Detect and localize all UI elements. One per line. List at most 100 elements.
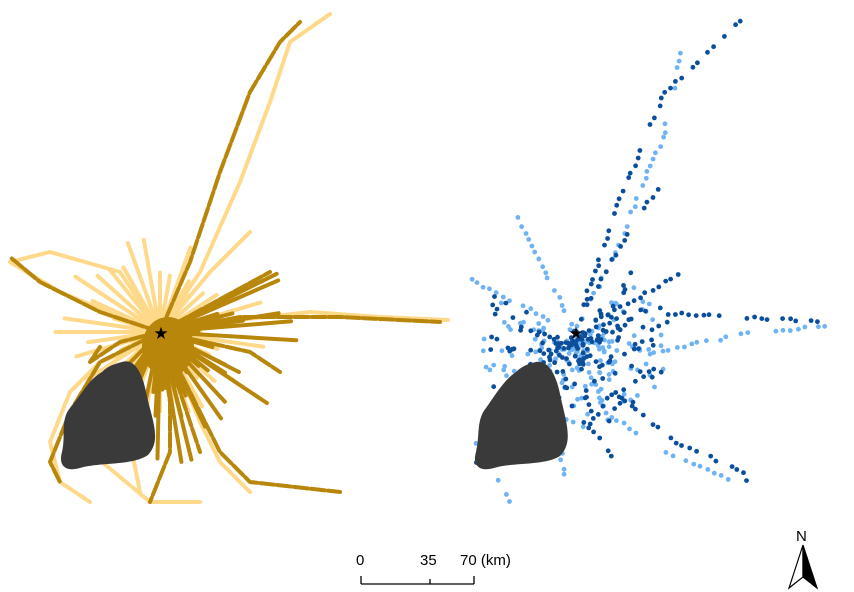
right-light-point bbox=[600, 345, 606, 350]
right-dark-point bbox=[655, 187, 661, 192]
right-dark-point bbox=[620, 188, 626, 194]
right-dark-point bbox=[596, 257, 601, 263]
right-light-point bbox=[561, 308, 567, 314]
right-dark-point bbox=[582, 395, 588, 401]
right-light-point bbox=[631, 285, 637, 291]
right-dark-point bbox=[650, 195, 656, 200]
left-light-track bbox=[121, 265, 162, 334]
right-dark-point bbox=[695, 60, 700, 66]
right-dark-point bbox=[650, 422, 656, 427]
right-dark-point bbox=[780, 316, 785, 321]
right-dark-point bbox=[600, 403, 606, 409]
right-dark-point bbox=[604, 395, 610, 401]
right-map-panel: ★ bbox=[469, 18, 828, 504]
right-light-point bbox=[493, 290, 499, 295]
right-light-point bbox=[780, 327, 786, 333]
left-light-track bbox=[125, 241, 162, 334]
right-dark-point bbox=[808, 318, 814, 323]
right-dark-point bbox=[619, 395, 625, 401]
right-dark-point bbox=[629, 403, 635, 409]
right-light-point bbox=[650, 156, 656, 162]
right-light-point bbox=[597, 370, 603, 376]
right-dark-point bbox=[606, 418, 612, 424]
right-dark-point bbox=[588, 295, 594, 301]
right-dark-point bbox=[573, 329, 579, 334]
right-dark-point bbox=[614, 202, 620, 208]
right-dark-point bbox=[639, 339, 645, 344]
right-dark-point bbox=[588, 408, 594, 414]
right-dark-point bbox=[590, 277, 595, 282]
right-dark-point bbox=[711, 44, 716, 50]
right-dark-point bbox=[668, 85, 673, 91]
right-dark-point bbox=[693, 313, 699, 318]
right-light-point bbox=[526, 237, 532, 242]
right-dark-point bbox=[630, 399, 636, 405]
right-dark-point bbox=[569, 403, 575, 409]
right-light-point bbox=[515, 215, 521, 220]
right-light-point bbox=[598, 386, 604, 392]
right-dark-point bbox=[592, 378, 597, 384]
right-dark-point bbox=[627, 170, 633, 176]
right-light-point bbox=[533, 311, 539, 317]
right-dark-point bbox=[687, 445, 693, 451]
right-dark-point bbox=[609, 257, 615, 262]
right-light-point bbox=[694, 339, 700, 345]
right-light-point bbox=[495, 477, 501, 483]
right-dark-point bbox=[601, 322, 606, 328]
right-light-point bbox=[480, 348, 486, 354]
right-light-point bbox=[525, 351, 531, 357]
right-dark-point bbox=[617, 400, 623, 406]
right-light-point bbox=[796, 326, 801, 332]
right-light-point bbox=[536, 256, 542, 262]
right-dark-point bbox=[643, 308, 648, 314]
right-dark-point bbox=[491, 384, 497, 390]
right-dark-point bbox=[563, 376, 569, 382]
right-dark-point bbox=[524, 309, 529, 315]
right-dark-point bbox=[579, 366, 584, 372]
right-dark-point bbox=[605, 448, 611, 454]
right-dark-point bbox=[598, 276, 604, 282]
right-dark-point bbox=[722, 34, 727, 39]
right-light-point bbox=[665, 348, 671, 353]
right-light-point bbox=[705, 467, 711, 472]
right-light-point bbox=[487, 286, 492, 292]
right-dark-point bbox=[609, 392, 615, 398]
right-dark-point bbox=[658, 369, 664, 375]
right-dark-point bbox=[621, 283, 626, 288]
right-dark-point bbox=[510, 315, 516, 320]
right-dark-point bbox=[650, 288, 656, 293]
right-light-point bbox=[569, 321, 575, 327]
right-dark-point bbox=[625, 301, 631, 307]
right-dark-point bbox=[588, 281, 594, 287]
right-dark-point bbox=[613, 390, 619, 395]
right-dark-point bbox=[503, 300, 509, 306]
right-light-point bbox=[501, 319, 507, 325]
right-dark-point bbox=[593, 317, 599, 323]
right-dark-point bbox=[560, 369, 566, 374]
right-light-point bbox=[632, 204, 638, 210]
right-light-point bbox=[570, 419, 576, 425]
right-dark-point bbox=[511, 346, 517, 352]
right-light-point bbox=[588, 375, 594, 381]
left-dark-track bbox=[8, 255, 162, 334]
right-dark-point bbox=[668, 435, 674, 441]
right-dark-point bbox=[537, 348, 543, 354]
right-light-point bbox=[574, 323, 580, 329]
right-light-point bbox=[631, 333, 637, 339]
right-dark-point bbox=[606, 228, 612, 234]
right-dark-point bbox=[540, 340, 545, 346]
right-dark-point bbox=[716, 313, 722, 319]
right-dark-point bbox=[706, 312, 712, 318]
right-dark-point bbox=[621, 387, 627, 393]
right-dark-point bbox=[628, 316, 634, 322]
right-light-point bbox=[651, 350, 657, 355]
right-light-point bbox=[504, 373, 509, 379]
right-dark-point bbox=[638, 307, 644, 313]
left-light-track bbox=[73, 274, 162, 334]
right-light-point bbox=[508, 327, 513, 332]
right-dark-point bbox=[637, 148, 643, 153]
right-dark-point bbox=[632, 341, 638, 347]
right-dark-point bbox=[551, 336, 557, 342]
right-dark-point bbox=[586, 402, 592, 407]
right-light-point bbox=[704, 338, 709, 344]
